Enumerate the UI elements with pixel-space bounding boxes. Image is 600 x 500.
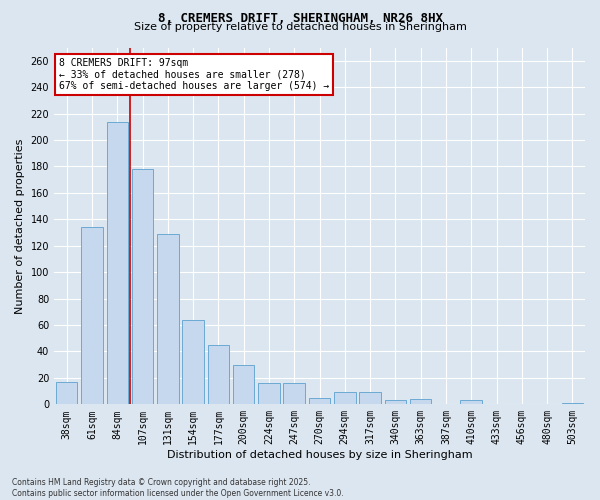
Bar (309, 398, 330, 404)
Bar (359, 392, 381, 404)
Y-axis label: Number of detached properties: Number of detached properties (15, 138, 25, 314)
Bar (56, 382, 77, 404)
Bar (81, 227, 103, 404)
Bar (460, 400, 482, 404)
Bar (334, 392, 356, 404)
Text: 8, CREMERS DRIFT, SHERINGHAM, NR26 8HX: 8, CREMERS DRIFT, SHERINGHAM, NR26 8HX (157, 12, 443, 26)
Bar (132, 169, 153, 404)
X-axis label: Distribution of detached houses by size in Sheringham: Distribution of detached houses by size … (167, 450, 472, 460)
Text: 8 CREMERS DRIFT: 97sqm
← 33% of detached houses are smaller (278)
67% of semi-de: 8 CREMERS DRIFT: 97sqm ← 33% of detached… (59, 58, 329, 92)
Bar (107, 122, 128, 405)
Bar (208, 345, 229, 405)
Text: Contains HM Land Registry data © Crown copyright and database right 2025.
Contai: Contains HM Land Registry data © Crown c… (12, 478, 344, 498)
Bar (233, 364, 254, 405)
Bar (562, 403, 583, 404)
Bar (283, 383, 305, 404)
Bar (182, 320, 204, 404)
Bar (410, 399, 431, 404)
Bar (385, 400, 406, 404)
Bar (258, 383, 280, 404)
Bar (157, 234, 179, 404)
Text: Size of property relative to detached houses in Sheringham: Size of property relative to detached ho… (134, 22, 466, 32)
